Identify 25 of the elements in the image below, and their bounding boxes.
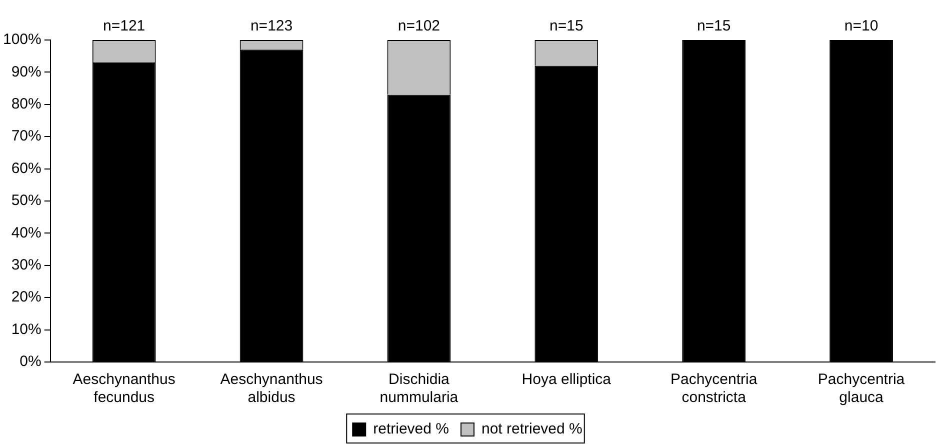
x-tick-label: Pachycentria glauca — [818, 371, 906, 406]
y-tick-label: 80% — [11, 96, 42, 113]
annotation: n=15 — [696, 18, 731, 35]
annotation: n=102 — [398, 18, 440, 35]
y-tick-label: 0% — [20, 353, 42, 370]
x-tick-label: Pachycentria constricta — [670, 371, 758, 406]
annotation: n=10 — [844, 18, 878, 35]
y-tick-label: 40% — [11, 224, 42, 242]
y-tick-label: 30% — [11, 256, 42, 274]
y-tick-label: 90% — [11, 63, 42, 80]
annotation: n=15 — [550, 18, 584, 35]
annotation: n=123 — [250, 18, 293, 35]
x-tick-label: Aeschynanthus albidus — [220, 371, 323, 406]
y-tick-label: 100% — [2, 31, 42, 48]
y-tick-label: 20% — [11, 288, 42, 306]
x-tick-label: Aeschynanthus fecundus — [72, 371, 176, 406]
legend-label: not retrieved % — [481, 420, 582, 438]
legend-label: retrieved % — [373, 420, 449, 438]
y-tick-label: 70% — [11, 128, 42, 145]
x-tick-label: Dischidia nummularia — [380, 371, 459, 406]
x-tick-label: Hoya elliptica — [522, 371, 612, 388]
annotation: n=121 — [103, 18, 146, 35]
y-tick-label: 10% — [11, 320, 42, 338]
y-tick-label: 60% — [11, 160, 42, 177]
y-tick-label: 50% — [11, 192, 42, 210]
